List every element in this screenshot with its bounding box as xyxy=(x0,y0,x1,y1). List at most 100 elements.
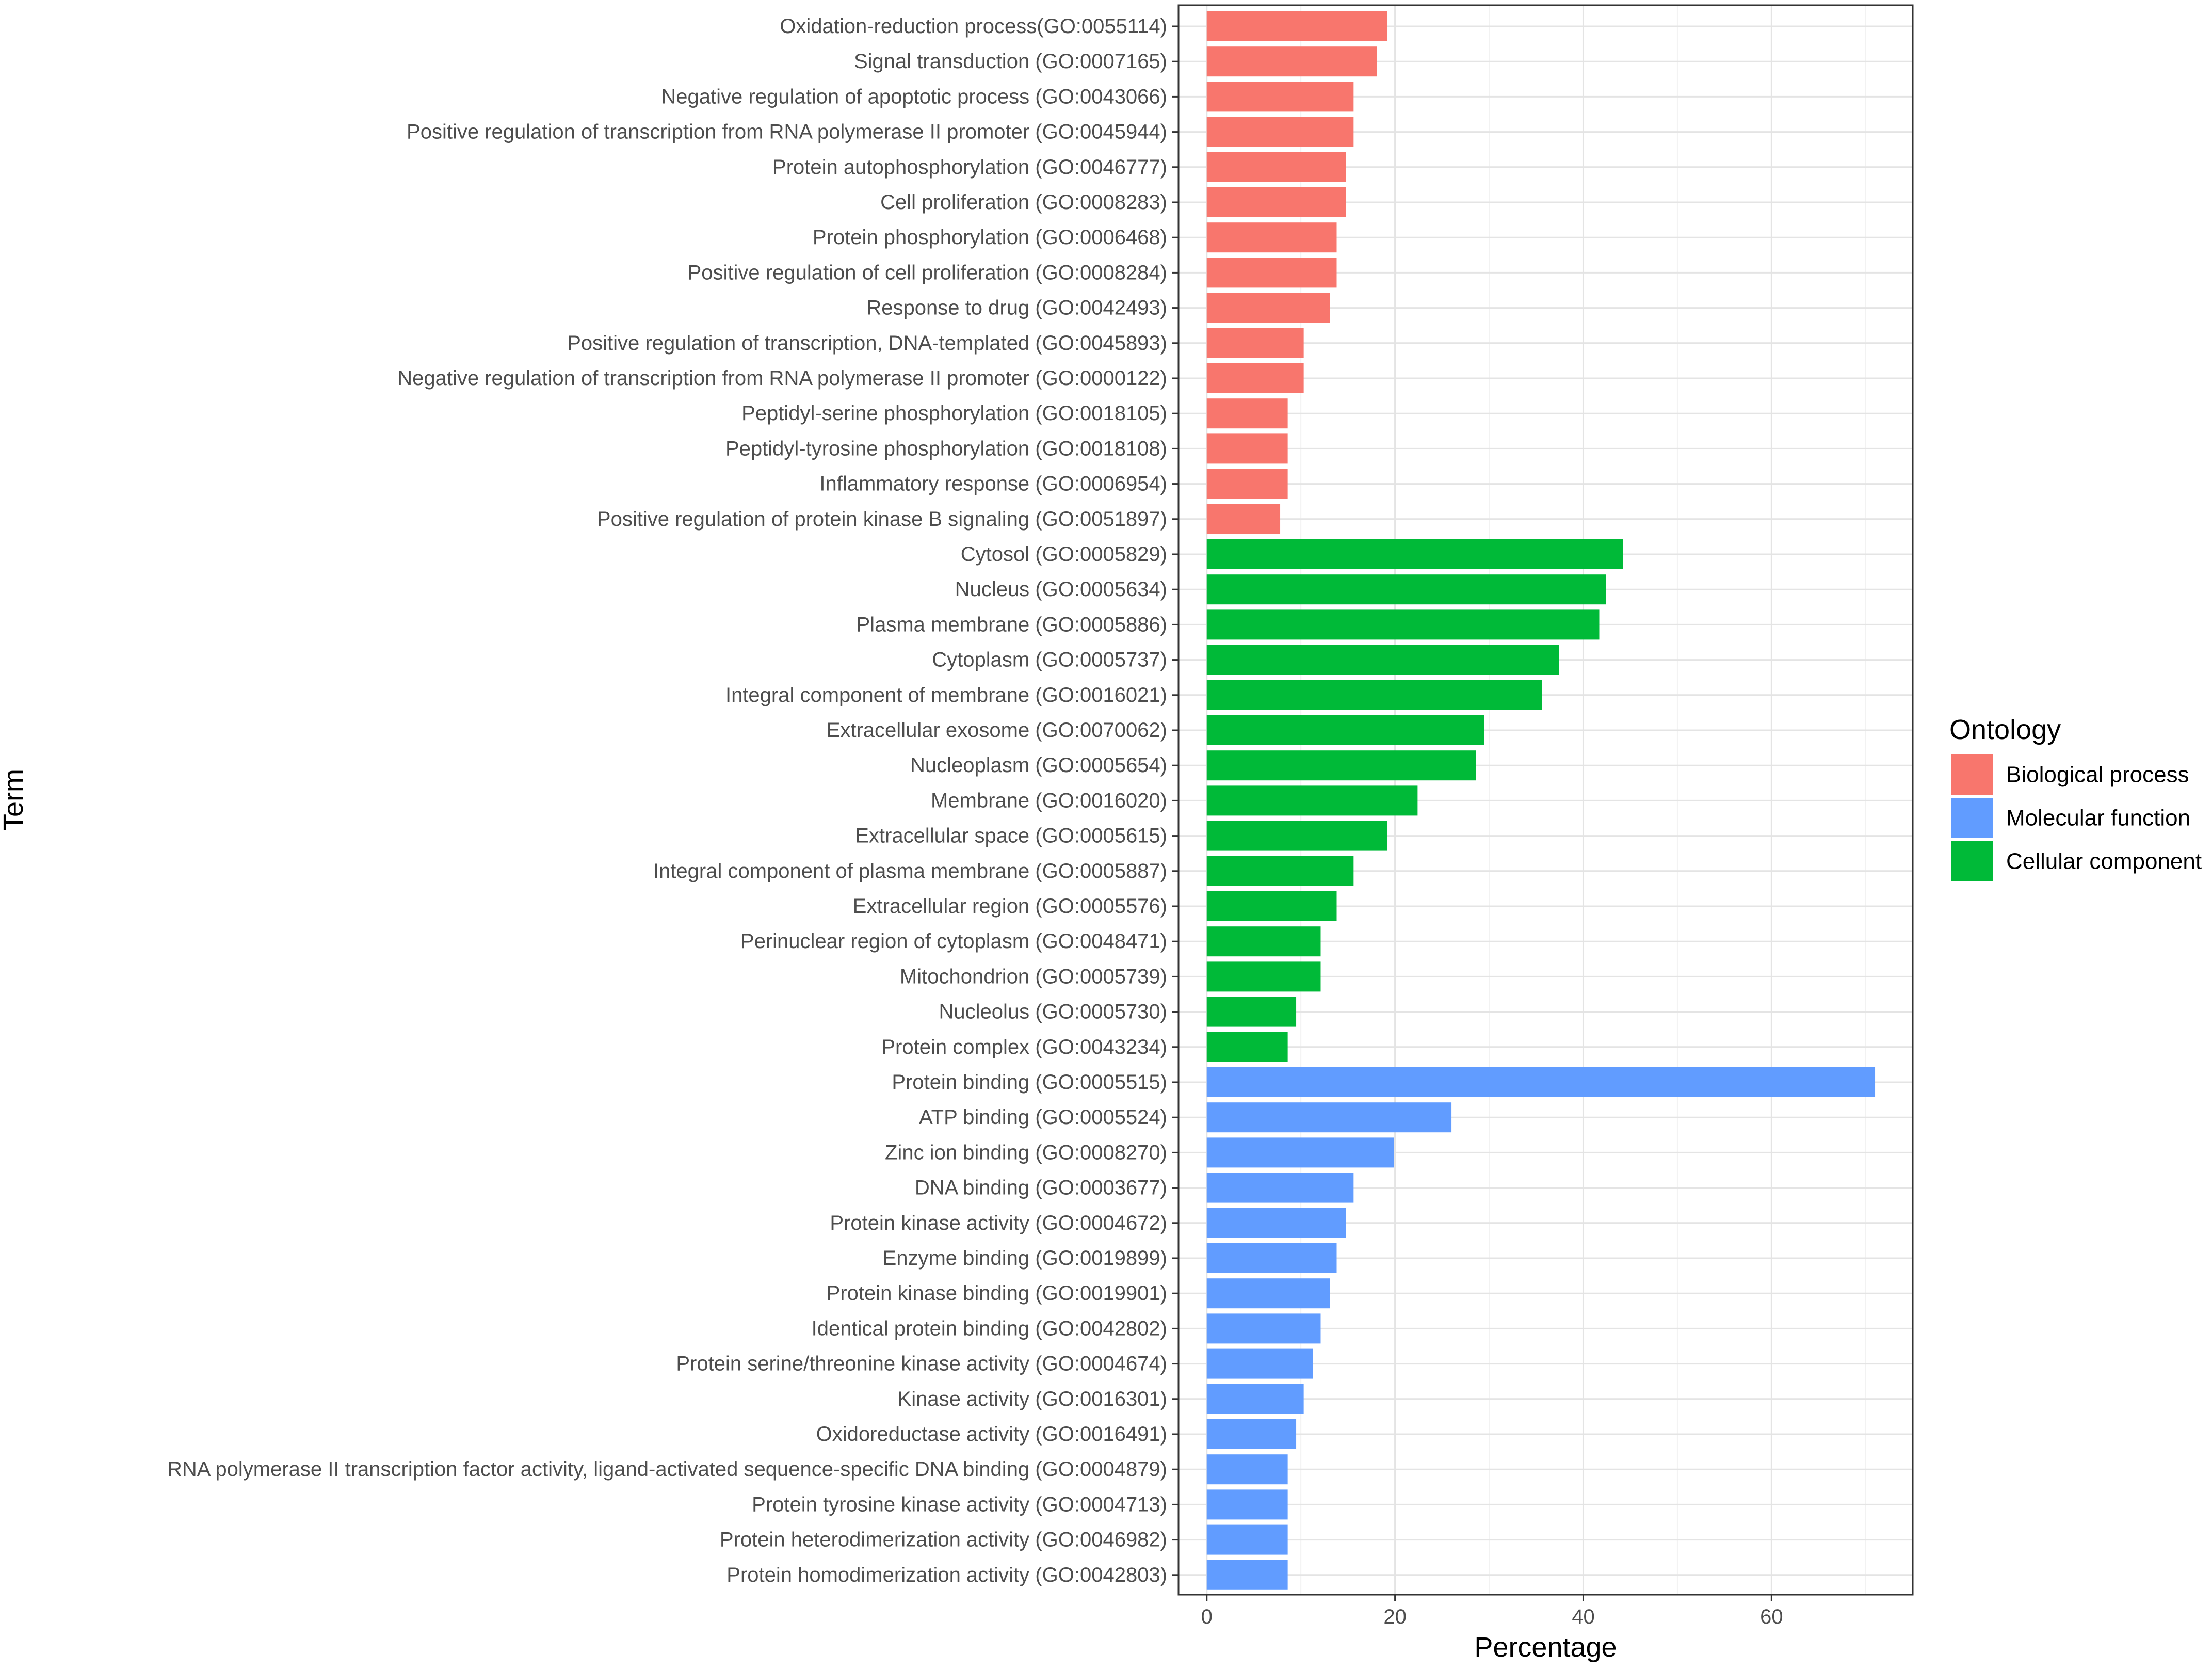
legend-key xyxy=(1951,841,1993,881)
y-tick-label: Protein autophosphorylation (GO:0046777) xyxy=(772,156,1167,179)
y-tick-label: Integral component of plasma membrane (G… xyxy=(653,860,1167,882)
y-tick-label: Positive regulation of cell proliferatio… xyxy=(688,261,1167,284)
bar xyxy=(1206,574,1606,605)
y-tick-label: Extracellular region (GO:0005576) xyxy=(853,895,1167,918)
y-tick-label: Enzyme binding (GO:0019899) xyxy=(883,1247,1167,1270)
bar xyxy=(1206,152,1346,182)
y-tick-label: Peptidyl-serine phosphorylation (GO:0018… xyxy=(741,402,1167,425)
y-tick-label: Response to drug (GO:0042493) xyxy=(866,297,1167,319)
bar xyxy=(1206,1384,1304,1414)
bar xyxy=(1206,433,1288,464)
bar xyxy=(1206,222,1337,253)
bar xyxy=(1206,117,1354,147)
y-tick-label: Protein kinase binding (GO:0019901) xyxy=(827,1282,1167,1305)
legend-label: Molecular function xyxy=(2006,806,2190,831)
y-tick-label: Mitochondrion (GO:0005739) xyxy=(900,965,1167,988)
y-tick-label: Identical protein binding (GO:0042802) xyxy=(812,1317,1167,1340)
bar xyxy=(1206,539,1623,569)
bar xyxy=(1206,997,1297,1027)
bar xyxy=(1206,750,1476,781)
x-tick-label: 60 xyxy=(1760,1605,1783,1628)
bar xyxy=(1206,293,1330,323)
y-tick-label: ATP binding (GO:0005524) xyxy=(919,1106,1167,1129)
legend-title: Ontology xyxy=(1949,714,2061,745)
y-axis-title: Term xyxy=(0,769,29,831)
y-tick-label: Protein phosphorylation (GO:0006468) xyxy=(813,226,1167,249)
y-tick-label: Negative regulation of apoptotic process… xyxy=(661,85,1167,108)
bar xyxy=(1206,1278,1330,1309)
y-tick-label: Inflammatory response (GO:0006954) xyxy=(819,473,1167,495)
bar xyxy=(1206,1208,1346,1238)
y-tick-label: Oxidoreductase activity (GO:0016491) xyxy=(816,1423,1167,1446)
bar xyxy=(1206,1137,1394,1168)
legend-key xyxy=(1951,754,1993,795)
bar xyxy=(1206,1067,1876,1097)
y-tick-label: Zinc ion binding (GO:0008270) xyxy=(885,1141,1167,1164)
y-tick-label: Extracellular exosome (GO:0070062) xyxy=(827,719,1167,742)
y-tick-label: Perinuclear region of cytoplasm (GO:0048… xyxy=(740,930,1167,953)
bar xyxy=(1206,821,1388,851)
x-tick-label: 40 xyxy=(1572,1605,1595,1628)
y-tick-label: Membrane (GO:0016020) xyxy=(931,789,1167,812)
bar xyxy=(1206,961,1321,992)
y-tick-label: Signal transduction (GO:0007165) xyxy=(854,50,1167,73)
y-tick-label: Protein tyrosine kinase activity (GO:000… xyxy=(752,1493,1167,1516)
bar xyxy=(1206,469,1288,499)
bar xyxy=(1206,46,1377,77)
bar xyxy=(1206,680,1542,710)
y-tick-label: Peptidyl-tyrosine phosphorylation (GO:00… xyxy=(725,437,1167,460)
bar xyxy=(1206,1102,1452,1133)
y-tick-label: Protein serine/threonine kinase activity… xyxy=(676,1353,1167,1375)
x-tick-label: 0 xyxy=(1201,1605,1213,1628)
bar xyxy=(1206,1489,1288,1520)
bar xyxy=(1206,504,1281,534)
y-tick-label: Protein heterodimerization activity (GO:… xyxy=(720,1529,1167,1551)
bar xyxy=(1206,645,1559,675)
y-tick-label: Kinase activity (GO:0016301) xyxy=(898,1388,1167,1410)
bar xyxy=(1206,1560,1288,1590)
legend: Ontology Biological process Molecular fun… xyxy=(1949,714,2202,881)
bar xyxy=(1206,1032,1288,1062)
bar xyxy=(1206,1313,1321,1344)
x-tick-layer: 0 20 40 60 xyxy=(1201,1595,1783,1628)
y-tick-label: Oxidation-reduction process(GO:0055114) xyxy=(780,15,1167,38)
y-tick-label: Extracellular space (GO:0005615) xyxy=(855,825,1167,847)
bar xyxy=(1206,785,1418,816)
y-tick-label: Plasma membrane (GO:0005886) xyxy=(857,613,1168,636)
bar xyxy=(1206,926,1321,957)
bar xyxy=(1206,609,1600,640)
y-tick-label: Integral component of membrane (GO:00160… xyxy=(725,684,1167,706)
bar xyxy=(1206,258,1337,288)
y-tick-label: Cell proliferation (GO:0008283) xyxy=(880,191,1167,214)
bar xyxy=(1206,1348,1313,1379)
bar xyxy=(1206,715,1484,745)
bar xyxy=(1206,187,1346,217)
bar xyxy=(1206,82,1354,112)
y-tick-label: Negative regulation of transcription fro… xyxy=(397,367,1167,390)
bar xyxy=(1206,398,1288,429)
bar xyxy=(1206,363,1304,393)
y-tick-label: Cytosol (GO:0005829) xyxy=(961,543,1167,566)
x-tick-label: 20 xyxy=(1383,1605,1407,1628)
x-axis-title: Percentage xyxy=(1474,1632,1617,1663)
y-tick-label: Nucleolus (GO:0005730) xyxy=(939,1001,1167,1023)
y-tick-label: Protein kinase activity (GO:0004672) xyxy=(830,1212,1167,1234)
bar xyxy=(1206,1419,1297,1449)
bar-layer xyxy=(1206,11,1876,1590)
y-tick-label: RNA polymerase II transcription factor a… xyxy=(167,1458,1167,1481)
y-tick-label: Nucleoplasm (GO:0005654) xyxy=(910,754,1167,777)
legend-label: Biological process xyxy=(2006,762,2189,788)
bar xyxy=(1206,1243,1337,1273)
y-tick-label: Protein homodimerization activity (GO:00… xyxy=(726,1564,1167,1586)
bar xyxy=(1206,1454,1288,1485)
legend-key xyxy=(1951,798,1993,838)
y-tick-layer: Oxidation-reduction process(GO:0055114) S… xyxy=(167,15,1178,1586)
bar xyxy=(1206,856,1354,886)
y-tick-label: Positive regulation of protein kinase B … xyxy=(597,508,1167,531)
legend-label: Cellular component xyxy=(2006,849,2202,874)
y-tick-label: DNA binding (GO:0003677) xyxy=(915,1177,1167,1199)
y-tick-label: Nucleus (GO:0005634) xyxy=(955,578,1167,601)
